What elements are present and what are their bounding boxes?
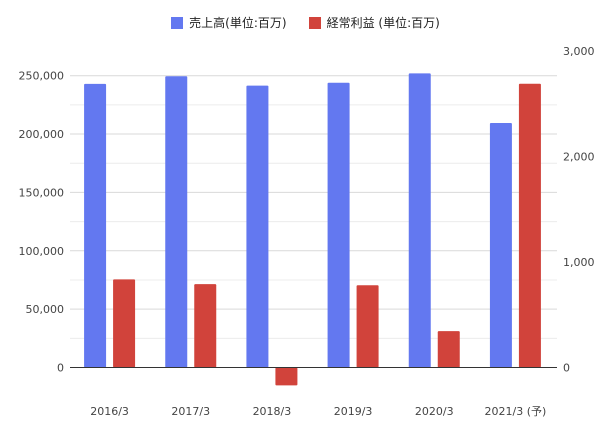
bar-profit-4 xyxy=(437,331,460,368)
x-tick-label: 2018/3 xyxy=(253,405,292,418)
legend: 売上高(単位:百万) 経常利益 (単位:百万) xyxy=(0,14,611,31)
x-tick-label: 2019/3 xyxy=(334,405,373,418)
legend-swatch-profit xyxy=(308,16,321,29)
y-right-tick-label: 0 xyxy=(563,362,570,375)
bar-profit-1 xyxy=(194,284,217,368)
legend-item-sales[interactable]: 売上高(単位:百万) xyxy=(171,14,287,31)
y-right-tick-label: 3,000 xyxy=(563,45,595,58)
bar-sales-5 xyxy=(489,122,512,368)
y-left-tick-label: 100,000 xyxy=(19,245,65,258)
bar-profit-0 xyxy=(113,279,136,368)
x-tick-label: 2020/3 xyxy=(415,405,454,418)
y-left-tick-label: 250,000 xyxy=(19,70,65,83)
x-tick-label: 2021/3 (予) xyxy=(485,405,547,418)
bar-sales-1 xyxy=(165,76,188,368)
y-right-tick-label: 1,000 xyxy=(563,256,595,269)
legend-label-sales: 売上高(単位:百万) xyxy=(189,16,287,30)
y-left-tick-label: 0 xyxy=(57,362,64,375)
x-tick-label: 2017/3 xyxy=(171,405,210,418)
y-left-tick-label: 150,000 xyxy=(19,186,65,199)
y-left-tick-label: 200,000 xyxy=(19,128,65,141)
bar-sales-4 xyxy=(408,73,431,368)
bar-sales-0 xyxy=(84,83,107,368)
legend-item-profit[interactable]: 経常利益 (単位:百万) xyxy=(308,14,440,31)
bar-profit-3 xyxy=(356,285,379,368)
legend-swatch-sales xyxy=(171,16,184,29)
x-tick-label: 2016/3 xyxy=(90,405,129,418)
bar-profit-2 xyxy=(275,367,298,386)
bar-sales-3 xyxy=(327,82,350,368)
bar-profit-5 xyxy=(518,83,541,368)
legend-label-profit: 経常利益 (単位:百万) xyxy=(326,16,440,30)
bar-sales-2 xyxy=(246,85,269,368)
y-right-tick-label: 2,000 xyxy=(563,151,595,164)
y-left-tick-label: 50,000 xyxy=(26,303,65,316)
